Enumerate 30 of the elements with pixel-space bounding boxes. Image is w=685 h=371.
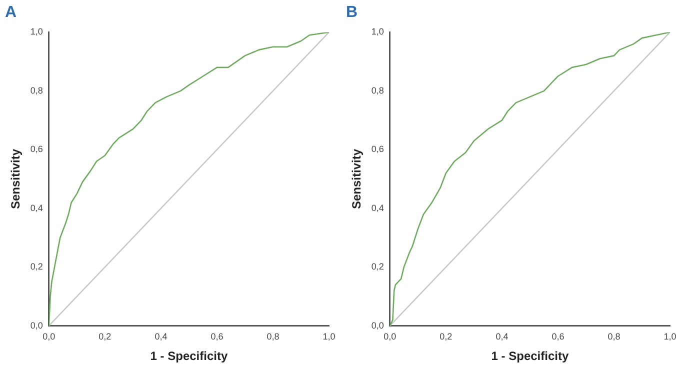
x-tick-label: 0,0	[42, 332, 56, 342]
x-tick-label: 0,6	[210, 332, 224, 342]
x-tick-label: 0,0	[384, 332, 396, 342]
x-tick-label: 0,8	[266, 332, 280, 342]
y-tick-label: 0,0	[371, 320, 384, 330]
y-tick-label: 1,0	[30, 26, 43, 37]
y-tick-label: 0,4	[30, 202, 43, 213]
x-tick-label: 1,0	[322, 332, 336, 342]
y-tick-label: 0,8	[30, 85, 43, 96]
y-tick-label: 0,4	[371, 202, 384, 213]
x-tick-label: 0,4	[496, 332, 508, 342]
y-tick-label: 0,6	[30, 144, 43, 154]
x-axis-title: 1 - Specificity	[491, 349, 569, 364]
chart-title: B	[346, 4, 358, 22]
y-tick-label: 0,0	[30, 320, 43, 330]
x-tick-label: 0,2	[98, 332, 112, 342]
y-tick-label: 0,8	[371, 85, 384, 96]
x-tick-label: 0,2	[440, 332, 452, 342]
y-tick-label: 0,2	[30, 262, 43, 272]
x-axis-title: 1 - Specificity	[150, 349, 228, 364]
y-axis-title: Sensitivity	[350, 148, 364, 210]
y-tick-label: 1,0	[371, 26, 384, 37]
x-tick-label: 0,8	[608, 332, 620, 342]
chart-title: A	[5, 4, 17, 22]
y-tick-label: 0,2	[371, 262, 384, 272]
y-tick-label: 0,6	[371, 144, 384, 154]
x-tick-label: 0,6	[552, 332, 564, 342]
x-tick-label: 0,4	[154, 332, 168, 342]
y-axis-title: Sensitivity	[8, 148, 23, 210]
x-tick-label: 1,0	[664, 332, 676, 342]
